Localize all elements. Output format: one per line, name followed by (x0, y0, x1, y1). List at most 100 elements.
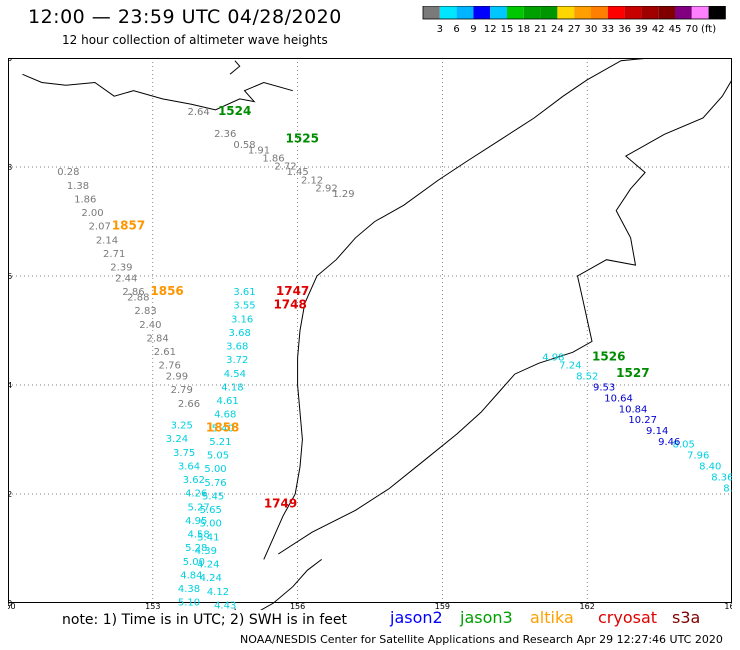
color-scale-label: 12 (484, 24, 497, 35)
wave-height-value: 5.40 (212, 423, 234, 434)
wave-height-value: 4.18 (221, 382, 243, 393)
pass-time-label: 1526 (592, 349, 625, 363)
color-swatch (658, 6, 675, 19)
color-swatch (523, 6, 541, 19)
wave-height-value: 0.58 (233, 140, 255, 151)
wave-height-value: 9.46 (658, 437, 680, 448)
color-swatch (624, 6, 642, 19)
page-subtitle: 12 hour collection of altimeter wave hei… (62, 33, 328, 47)
color-scale-label: 70 (685, 24, 698, 35)
wave-height-value: 1.91 (248, 145, 270, 156)
wave-height-value: 2.36 (214, 129, 236, 140)
color-swatch (490, 6, 507, 19)
wave-height-value: 1.38 (67, 181, 89, 192)
wave-height-value: 1.45 (286, 167, 308, 178)
wave-height-value: 3.62 (183, 475, 205, 486)
coastline-segment (260, 559, 323, 610)
wave-height-value: 2.12 (301, 175, 323, 186)
wave-height-value: 3.64 (178, 461, 200, 472)
latitude-tick-label: 56 (8, 272, 12, 281)
color-swatch (574, 6, 591, 19)
wave-height-value: 8.52 (576, 372, 598, 383)
color-scale-label: 24 (551, 24, 564, 35)
color-scale-label: 33 (601, 24, 614, 35)
credit-footer: NOAA/NESDIS Center for Satellite Applica… (240, 633, 723, 646)
wave-height-value: 4.61 (216, 396, 238, 407)
color-scale-label: 9 (470, 24, 476, 35)
color-swatch (708, 6, 726, 19)
legend-jason3: jason3 (460, 608, 513, 627)
wave-height-value: 2.83 (134, 306, 156, 317)
color-swatch (641, 6, 659, 19)
pass-time-label: 1527 (616, 366, 649, 380)
wave-height-value: 8.40 (699, 461, 721, 472)
color-swatch (691, 6, 709, 19)
wave-height-observations: 2.642.360.581.911.862.721.452.122.921.29… (57, 107, 732, 610)
wave-height-value: 5.76 (204, 478, 226, 489)
wave-height-value: 2.86 (122, 287, 144, 298)
wave-height-value: 2.44 (115, 273, 137, 284)
color-swatch (473, 6, 491, 19)
wave-height-value: 5.00 (204, 464, 226, 475)
axis-ticks: 150 153 156 159 162 165 60 58 56 54 52 50 (8, 58, 732, 610)
color-swatch (607, 6, 625, 19)
pass-time-label: 1856 (150, 284, 183, 298)
pass-time-label: 1748 (273, 298, 306, 312)
wave-height-value: 3.16 (231, 314, 253, 325)
color-scale-label: 42 (652, 24, 665, 35)
color-scale-bar: 3 6 9 12 15 18 21 24 27 30 33 36 39 42 45 70 (ft) (422, 6, 726, 35)
longitude-tick-label: 162 (580, 602, 595, 610)
wave-height-value: 8.36 (711, 472, 732, 483)
longitude-tick-label: 150 (8, 602, 16, 610)
page-title: 12:00 — 23:59 UTC 04/28/2020 (28, 6, 342, 28)
wave-height-value: 4.98 (542, 352, 564, 363)
wave-height-value: 2.61 (154, 347, 176, 358)
wave-height-value: 4.38 (178, 584, 200, 595)
color-scale-label: 3 (437, 24, 443, 35)
color-swatch (540, 6, 558, 19)
wave-height-value: 2.72 (274, 162, 296, 173)
wave-height-value: 10.27 (628, 415, 657, 426)
map-frame (8, 58, 732, 603)
color-swatch (557, 6, 575, 19)
pass-time-label: 1749 (264, 497, 297, 511)
color-scale-label: 21 (534, 24, 547, 35)
color-scale-label: 27 (568, 24, 581, 35)
wave-height-value: 1.29 (332, 189, 354, 200)
color-swatch (591, 6, 608, 19)
wave-height-value: 5.10 (178, 598, 200, 609)
color-scale-label: (ft) (701, 24, 716, 35)
wave-height-value: 2.39 (110, 263, 132, 274)
wave-height-value: 2.00 (81, 208, 103, 219)
wave-height-value: 5.21 (209, 437, 231, 448)
pass-time-label: 1747 (276, 284, 309, 298)
legend-jason2: jason2 (390, 608, 443, 627)
wave-height-value: 8.05 (673, 440, 695, 451)
wave-height-value: 10.84 (619, 404, 648, 415)
pass-time-label: 1858 (206, 420, 239, 434)
wave-height-value: 5.45 (202, 491, 224, 502)
wave-height-value: 5.27 (188, 502, 210, 513)
wave-height-value: 2.84 (146, 333, 168, 344)
color-swatch (439, 6, 457, 19)
color-swatch (456, 6, 474, 19)
wave-height-value: 2.92 (315, 184, 337, 195)
coastline-segment (229, 60, 241, 75)
wave-height-value: 5.05 (207, 451, 229, 462)
wave-height-value: 9.53 (593, 382, 615, 393)
wave-height-value: 4.84 (180, 570, 202, 581)
wave-height-value: 2.07 (89, 222, 111, 233)
wave-height-value: 0.28 (57, 167, 79, 178)
legend-cryosat: cryosat (598, 608, 658, 627)
wave-height-value: 2.88 (127, 293, 149, 304)
wave-height-value: 1.86 (262, 154, 284, 165)
latitude-tick-label: 54 (8, 381, 12, 390)
longitude-tick-label: 156 (290, 602, 305, 610)
wave-height-value: 2.14 (96, 235, 118, 246)
wave-height-value: 4.68 (214, 410, 236, 421)
color-scale-label: 18 (517, 24, 530, 35)
pass-time-label: 1525 (286, 131, 319, 145)
latitude-tick-label: 50 (8, 599, 12, 608)
wave-height-value: 1.86 (74, 194, 96, 205)
longitude-tick-label: 153 (145, 602, 160, 610)
